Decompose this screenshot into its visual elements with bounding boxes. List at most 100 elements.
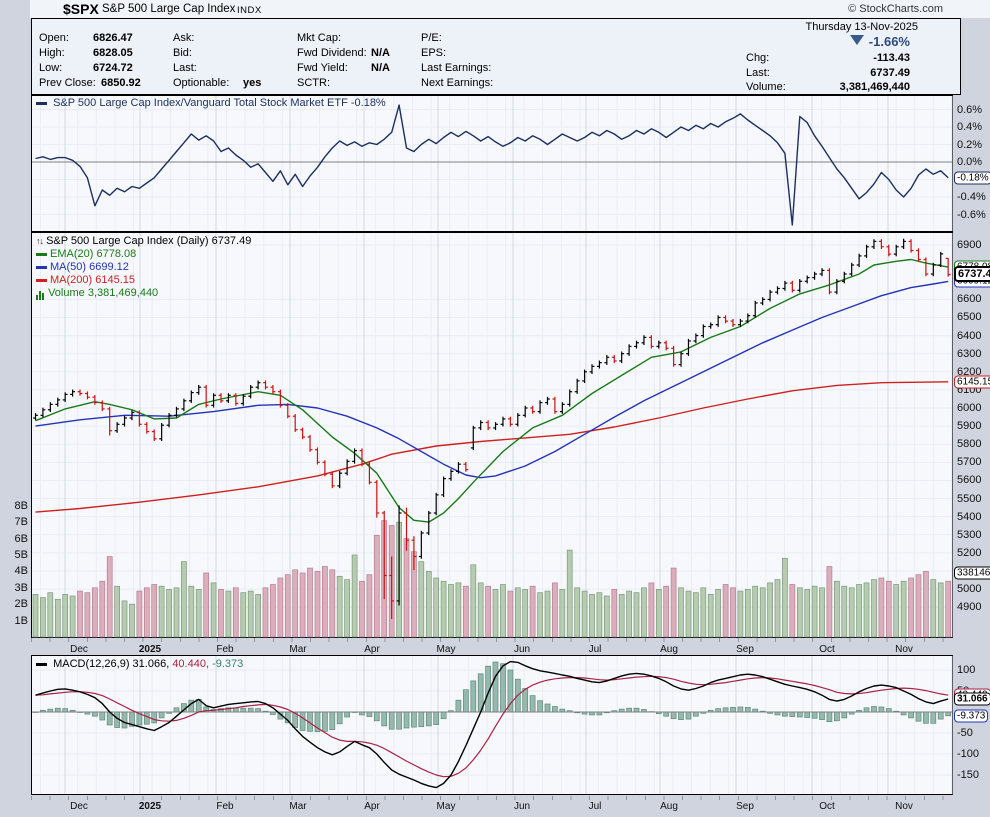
last-label: Last: [173,62,197,74]
ma50-swatch [36,265,47,269]
page-title: S&P 500 Large Cap Index [102,3,236,15]
axis-callout: -0.18% [954,171,990,185]
macd-xaxis-ticks [31,796,953,800]
month-label: Feb [216,644,234,655]
month-label: Dec [70,644,88,655]
sctr-label: SCTR: [297,77,330,89]
pe-label: P/E: [421,32,442,44]
ratio-axis-label: -0.4% [957,191,986,203]
eps-label: EPS: [421,47,447,59]
month-label: May [436,801,456,812]
macd-axis-label: -50 [957,727,973,739]
volume-axis-label: 6B [14,532,28,545]
volume-axis-label: 1B [14,614,28,627]
macd-axis-label: -100 [957,748,980,760]
volume-value: 3,381,469,440 [839,81,910,93]
volume-legend-label: Volume [48,287,85,299]
quote-low: Low: [39,62,62,76]
quote-open: Open: [39,32,69,46]
price-axis-label: 5200 [957,546,982,559]
axis-callout: -9.373 [954,709,989,723]
quote-low-value: 6724.72 [93,62,133,74]
price-chart [31,232,953,638]
month-label: Oct [819,644,835,655]
ratio-axis-label: -0.6% [957,208,986,221]
quote-panel: Open: 6826.47 High: 6828.05 Low: 6724.72… [31,18,961,95]
ratio-axis-label: 0.0% [957,156,983,168]
price-axis-label: 6900 [957,239,982,252]
chg-value: -113.43 [873,52,910,64]
price-axis-label: 5500 [957,492,982,505]
macd-legend: MACD(12,26,9) 31.066, 40.440, -9.373 [36,658,243,670]
fwddividend-value: N/A [371,47,390,59]
volume-axis-label: 7B [14,516,28,529]
ma50-legend: MA(50) 6699.12 [36,261,251,274]
month-label: Apr [364,801,380,812]
down-arrow-icon [850,35,864,45]
month-label: Dec [70,801,88,812]
price-axis-label: 6500 [957,311,982,324]
ratio-line-swatch [36,101,47,105]
chart-style-icon: ↑↓ [36,236,44,246]
volume-label: Volume: [746,81,786,93]
month-label: Jun [513,644,531,655]
month-label: Nov [895,644,913,655]
price-axis-label: 5400 [957,510,982,523]
main-chart-legend: ↑↓ S&P 500 Large Cap Index (Daily) 6737.… [36,235,251,300]
ma50-value: 6699.12 [89,261,129,273]
ask-label: Ask: [173,32,195,44]
fwddividend-label: Fwd Dividend: [297,47,367,59]
month-label: May [436,644,456,655]
ma50-label: MA(50) [50,261,87,273]
axis-callout: 6737.49 [954,266,990,283]
month-label: 2025 [138,801,162,812]
nextearnings-label: Next Earnings: [421,77,494,89]
ratio-axis-label: 0.6% [957,103,983,116]
mktcap-label: Mkt Cap: [297,32,342,44]
ema20-legend: EMA(20) 6778.08 [36,248,251,261]
month-label: Jul [588,644,602,655]
month-label: 2025 [138,644,162,655]
main-chart-title: S&P 500 Large Cap Index (Daily) [46,235,209,247]
volume-axis-label: 8B [14,499,28,512]
macd-value: 31.066, [132,658,170,670]
main-title-row: ↑↓ S&P 500 Large Cap Index (Daily) 6737.… [36,235,251,248]
price-axis-label: 5800 [957,438,982,451]
ratio-legend-value: -0.18% [350,97,386,109]
month-label: Aug [660,801,678,812]
month-label: Nov [895,801,913,812]
ratio-legend: S&P 500 Large Cap Index/Vanguard Total S… [36,97,386,109]
quote-prevclose-value: 6850.92 [101,77,141,89]
ma200-swatch [36,278,47,282]
ma200-value: 6145.15 [95,274,136,286]
prevclose-label: Prev Close: [39,77,96,89]
volume-axis-label: 3B [14,581,28,594]
symbol: $SPX [63,1,99,17]
low-label: Low: [39,62,63,74]
month-label: Oct [819,801,835,812]
price-axis-label: 4900 [957,601,982,614]
macd-axis-label: 100 [957,664,976,676]
price-axis-label: 5900 [957,420,982,433]
main-xaxis-ticks [31,638,953,642]
volume-legend-value: 3,381,469,440 [87,287,159,299]
ratio-legend-title: S&P 500 Large Cap Index/Vanguard Total S… [53,97,348,109]
bid-label: Bid: [173,47,192,59]
chart-header: $SPX S&P 500 Large Cap Index INDX © Stoc… [30,0,990,18]
macd-line-swatch [36,662,47,666]
quote-date: Thursday 13-Nov-2025 [805,21,918,33]
macd-chart [31,655,953,795]
price-axis-label: 6600 [957,293,982,306]
price-axis-label: 5300 [957,528,982,541]
quote-high-value: 6828.05 [93,47,133,59]
last-price-label: Last: [746,67,770,79]
quote-high: High: [39,47,65,61]
main-chart-last: 6737.49 [211,235,252,247]
optionable-value: yes [243,77,262,89]
fwdyield-value: N/A [371,62,390,74]
stockcharts-credit: © StockCharts.com [848,3,943,15]
volume-axis-label: 4B [14,565,28,578]
volume-axis-label: 5B [14,549,28,561]
open-label: Open: [39,32,69,44]
